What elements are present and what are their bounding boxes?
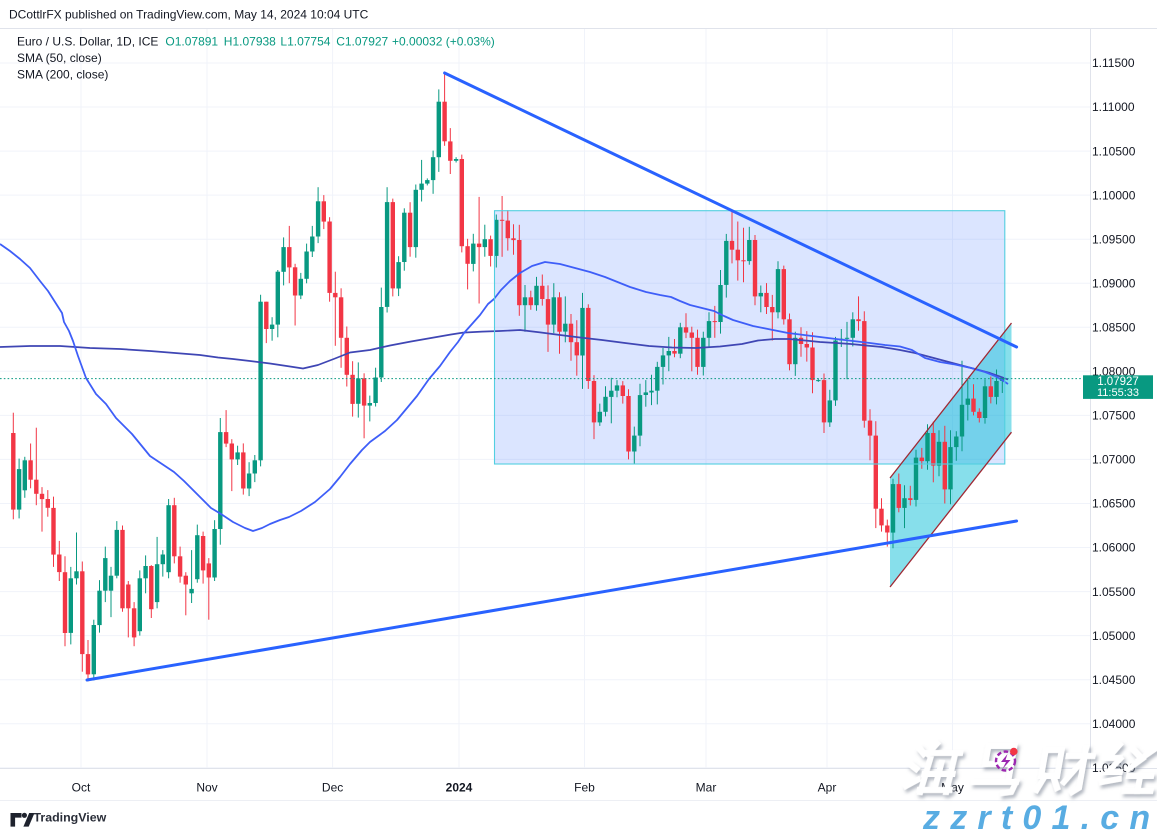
svg-text:1.11000: 1.11000 [1092, 100, 1135, 114]
svg-text:Feb: Feb [574, 781, 595, 795]
svg-text:Euro / U.S. Dollar, 1D, ICE: Euro / U.S. Dollar, 1D, ICE [17, 35, 158, 49]
svg-text:SMA (200, close): SMA (200, close) [17, 68, 108, 82]
svg-text:1.04000: 1.04000 [1092, 717, 1136, 731]
svg-text:1.11500: 1.11500 [1092, 56, 1135, 70]
svg-text:Mar: Mar [696, 781, 717, 795]
svg-text:1.10000: 1.10000 [1092, 188, 1136, 202]
svg-text:1.09500: 1.09500 [1092, 232, 1136, 246]
svg-text:1.04500: 1.04500 [1092, 673, 1136, 687]
svg-text:1.10500: 1.10500 [1092, 144, 1136, 158]
svg-text:Apr: Apr [818, 781, 837, 795]
svg-text:C1.07927: C1.07927 [336, 35, 388, 49]
svg-text:TradingView: TradingView [34, 811, 107, 825]
svg-text:L1.07754: L1.07754 [280, 35, 330, 49]
svg-text:Nov: Nov [196, 781, 217, 795]
svg-text:SMA (50, close): SMA (50, close) [17, 51, 102, 65]
svg-text:1.08500: 1.08500 [1092, 321, 1136, 335]
svg-text:11:55:33: 11:55:33 [1097, 387, 1139, 399]
svg-text:1.06000: 1.06000 [1092, 541, 1136, 555]
svg-text:DCottlrFX published on Trading: DCottlrFX published on TradingView.com, … [9, 8, 369, 22]
svg-text:zzrt01.cn: zzrt01.cn [922, 799, 1157, 836]
svg-text:1.05000: 1.05000 [1092, 629, 1136, 643]
svg-text:H1.07938: H1.07938 [224, 35, 276, 49]
svg-text:1.06500: 1.06500 [1092, 497, 1136, 511]
svg-text:1.07927: 1.07927 [1097, 376, 1139, 388]
svg-text:1.08000: 1.08000 [1092, 365, 1136, 379]
svg-text:1.09000: 1.09000 [1092, 276, 1136, 290]
svg-text:Dec: Dec [322, 781, 343, 795]
svg-text:+0.00032 (+0.03%): +0.00032 (+0.03%) [392, 35, 495, 49]
svg-text:1.07000: 1.07000 [1092, 453, 1136, 467]
svg-text:O1.07891: O1.07891 [165, 35, 218, 49]
svg-text:Oct: Oct [72, 781, 91, 795]
svg-text:1.05500: 1.05500 [1092, 585, 1136, 599]
svg-text:2024: 2024 [446, 781, 473, 795]
svg-text:1.07500: 1.07500 [1092, 409, 1136, 423]
